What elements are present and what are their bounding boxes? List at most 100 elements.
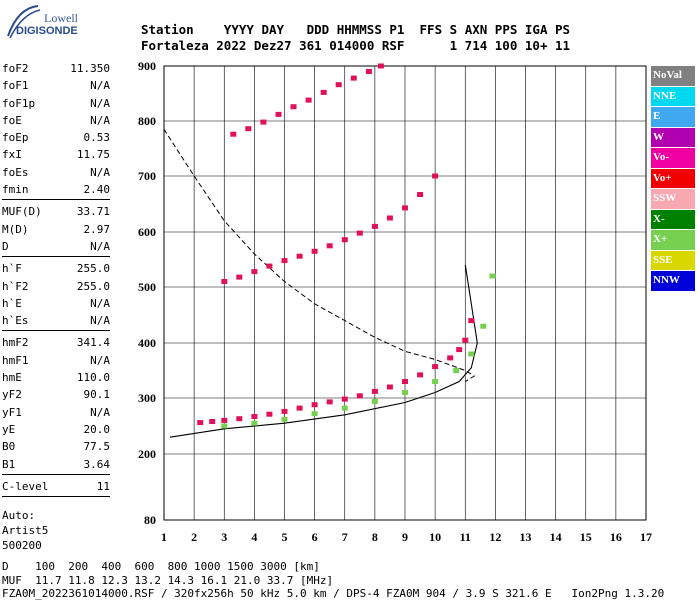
- trace-point: [462, 337, 469, 343]
- parameter-value: 341.4: [76, 336, 110, 350]
- trace-point: [311, 248, 318, 254]
- parameter-name: foF1p: [2, 96, 36, 110]
- parameter-name: h`F: [2, 262, 22, 276]
- trace-point: [468, 351, 475, 357]
- trace-point: [251, 414, 258, 419]
- trace-point: [326, 243, 333, 249]
- x-tick-label: 9: [402, 530, 408, 544]
- parameter-row: fxI 11.75: [2, 146, 110, 163]
- header-value-hhmmss: 014000: [329, 38, 375, 53]
- parameter-value: N/A: [90, 353, 110, 367]
- trace-point: [236, 416, 243, 422]
- trace-point: [326, 399, 333, 405]
- parameter-value: N/A: [90, 239, 110, 253]
- parameter-name: hmF1: [2, 353, 29, 367]
- x-tick-label: 8: [372, 530, 378, 544]
- trace-x-F2: [221, 273, 496, 429]
- parameter-value: 255.0: [76, 262, 110, 276]
- auto-version: 500200: [2, 539, 42, 553]
- parameter-separator: [2, 473, 110, 478]
- x-tick-label: 7: [342, 530, 348, 544]
- trace-point: [236, 274, 243, 280]
- trace-point: [453, 368, 460, 373]
- trace-point: [341, 396, 348, 402]
- trace-point: [386, 215, 393, 221]
- x-tick-label: 11: [460, 530, 471, 544]
- footer-distance-row: D 100 200 400 600 800 1000 1500 3000 [km…: [2, 560, 320, 573]
- header-label-station: Station: [141, 22, 194, 37]
- logo-swoosh-icon: [7, 5, 41, 39]
- trace-point: [305, 97, 312, 103]
- parameters-list: foF2 11.350 foF1 N/A foF1p N/A foE N/A foEp 0.53 f…: [2, 60, 110, 500]
- x-tick-label: 15: [580, 530, 592, 544]
- parameter-value: 2.97: [83, 222, 111, 236]
- trace-point: [377, 63, 384, 69]
- header-value-s: 1: [449, 38, 458, 53]
- x-tick-label: 16: [610, 530, 622, 544]
- scaled-parameters-panel: foF2 11.350 foF1 N/A foF1p N/A foE N/A foEp 0.53 f…: [2, 60, 110, 553]
- trace-point: [320, 89, 327, 95]
- trace-point: [296, 405, 303, 411]
- trace-point: [230, 131, 237, 137]
- trace-point: [456, 347, 463, 353]
- parameter-row: hmE 110.0: [2, 369, 110, 386]
- parameter-value: N/A: [90, 296, 110, 310]
- parameter-name: M(D): [2, 222, 29, 236]
- y-tick-label: 200: [138, 447, 156, 461]
- parameter-value: 3.64: [83, 457, 111, 471]
- trace-point: [335, 82, 342, 88]
- parameter-value: 0.53: [83, 131, 111, 145]
- y-tick-label: 800: [138, 114, 156, 128]
- trace-point: [275, 111, 282, 117]
- digisonde-logo: Lowell DIGISONDE: [4, 2, 84, 44]
- trace-point: [221, 417, 228, 423]
- trace-point: [402, 205, 408, 211]
- trace-point: [386, 384, 393, 390]
- parameter-name: hmF2: [2, 336, 29, 350]
- electron-density-profiles: [163, 129, 478, 438]
- header-value-ddd: 361: [299, 38, 322, 53]
- parameter-row: hmF2 341.4: [2, 334, 110, 351]
- trace-2F2: [221, 173, 439, 284]
- station-header: Station YYYY DAY DDD HHMMSS P1 FFS S AXN…: [141, 22, 570, 54]
- trace-point: [489, 273, 496, 279]
- x-tick-label: 2: [191, 530, 197, 544]
- auto-label: Auto:: [2, 509, 36, 523]
- trace-point: [371, 223, 378, 229]
- polarization-legend: NoVal NNE E W Vo- Vo+ SSW X- X+ SSE NNW: [651, 66, 695, 292]
- parameter-row: foEp 0.53: [2, 129, 110, 146]
- trace-point: [402, 390, 408, 395]
- trace-point: [290, 104, 297, 110]
- parameter-value: 77.5: [83, 440, 111, 454]
- parameter-row: foF1p N/A: [2, 95, 110, 112]
- logo-lowell: Lowell: [44, 11, 78, 25]
- parameter-name: hmE: [2, 371, 22, 385]
- y-tick-label: 300: [138, 391, 156, 405]
- parameter-row: h`F 255.0: [2, 260, 110, 277]
- x-tick-label: 4: [251, 530, 257, 544]
- auto-program: Artist5: [2, 524, 49, 538]
- dashed-profile-line: [163, 129, 476, 382]
- parameter-name: h`Es: [2, 314, 29, 328]
- trace-point: [468, 318, 475, 324]
- header-value-pps: 100: [494, 38, 518, 53]
- parameter-value: 33.71: [76, 205, 110, 219]
- parameter-separator: [2, 330, 110, 334]
- header-label-hhmmss: HHMMSS: [336, 22, 382, 37]
- trace-point: [365, 69, 372, 74]
- parameter-value: 255.0: [76, 279, 110, 293]
- parameter-name: B1: [2, 457, 16, 471]
- y-tick-label: 900: [138, 59, 156, 73]
- header-label-ddd: DDD: [306, 22, 330, 37]
- parameter-value: 90.1: [83, 388, 111, 402]
- parameter-name: yE: [2, 422, 16, 436]
- parameter-row: MUF(D) 33.71: [2, 203, 110, 220]
- header-value-axn: 714: [464, 38, 488, 53]
- trace-point: [266, 411, 273, 417]
- trace-point: [417, 192, 424, 197]
- trace-point: [296, 253, 303, 259]
- parameter-name: foE: [2, 113, 22, 127]
- parameter-row: h`Es N/A: [2, 312, 110, 329]
- y-tick-label: 80: [144, 513, 156, 527]
- solid-profile-line: [169, 264, 478, 438]
